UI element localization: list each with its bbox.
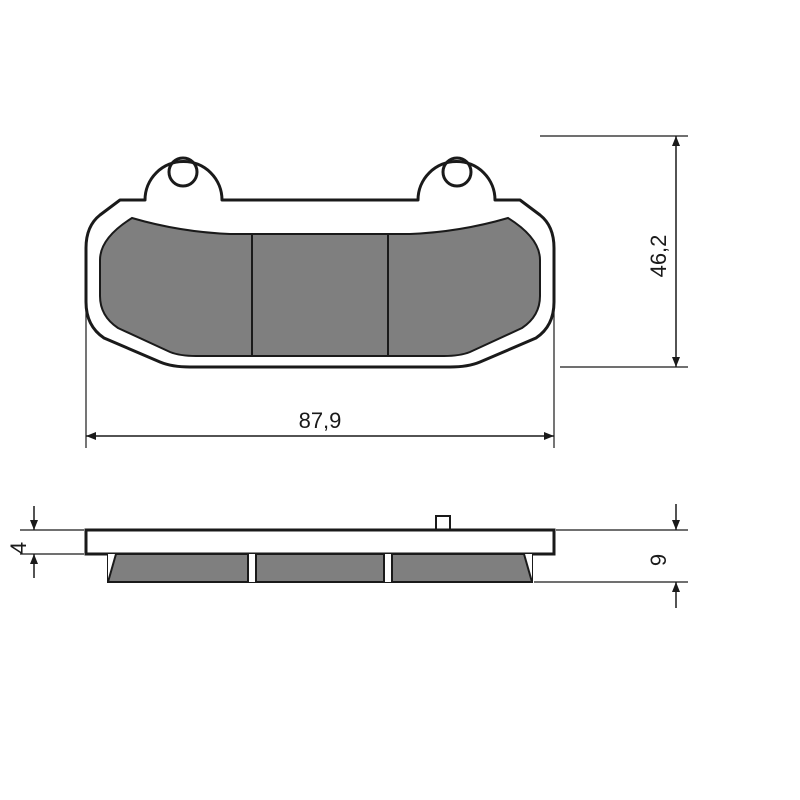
front-view: 46,2 87,9 <box>86 136 688 448</box>
dimension-total-thickness: 9 <box>534 504 688 608</box>
backing-plate-side <box>86 530 554 554</box>
dimension-height: 46,2 <box>540 136 688 367</box>
friction-pad-side <box>108 554 532 582</box>
side-view: 4 9 <box>6 504 688 608</box>
dim-width-label: 87,9 <box>299 408 342 433</box>
dim-backing-label: 4 <box>6 542 31 554</box>
dimension-backing-thickness: 4 <box>6 506 84 578</box>
friction-pad <box>100 218 540 356</box>
dim-total-label: 9 <box>646 554 671 566</box>
technical-drawing: 46,2 87,9 <box>0 0 800 800</box>
dim-height-label: 46,2 <box>646 235 671 278</box>
wear-pin <box>436 516 450 530</box>
